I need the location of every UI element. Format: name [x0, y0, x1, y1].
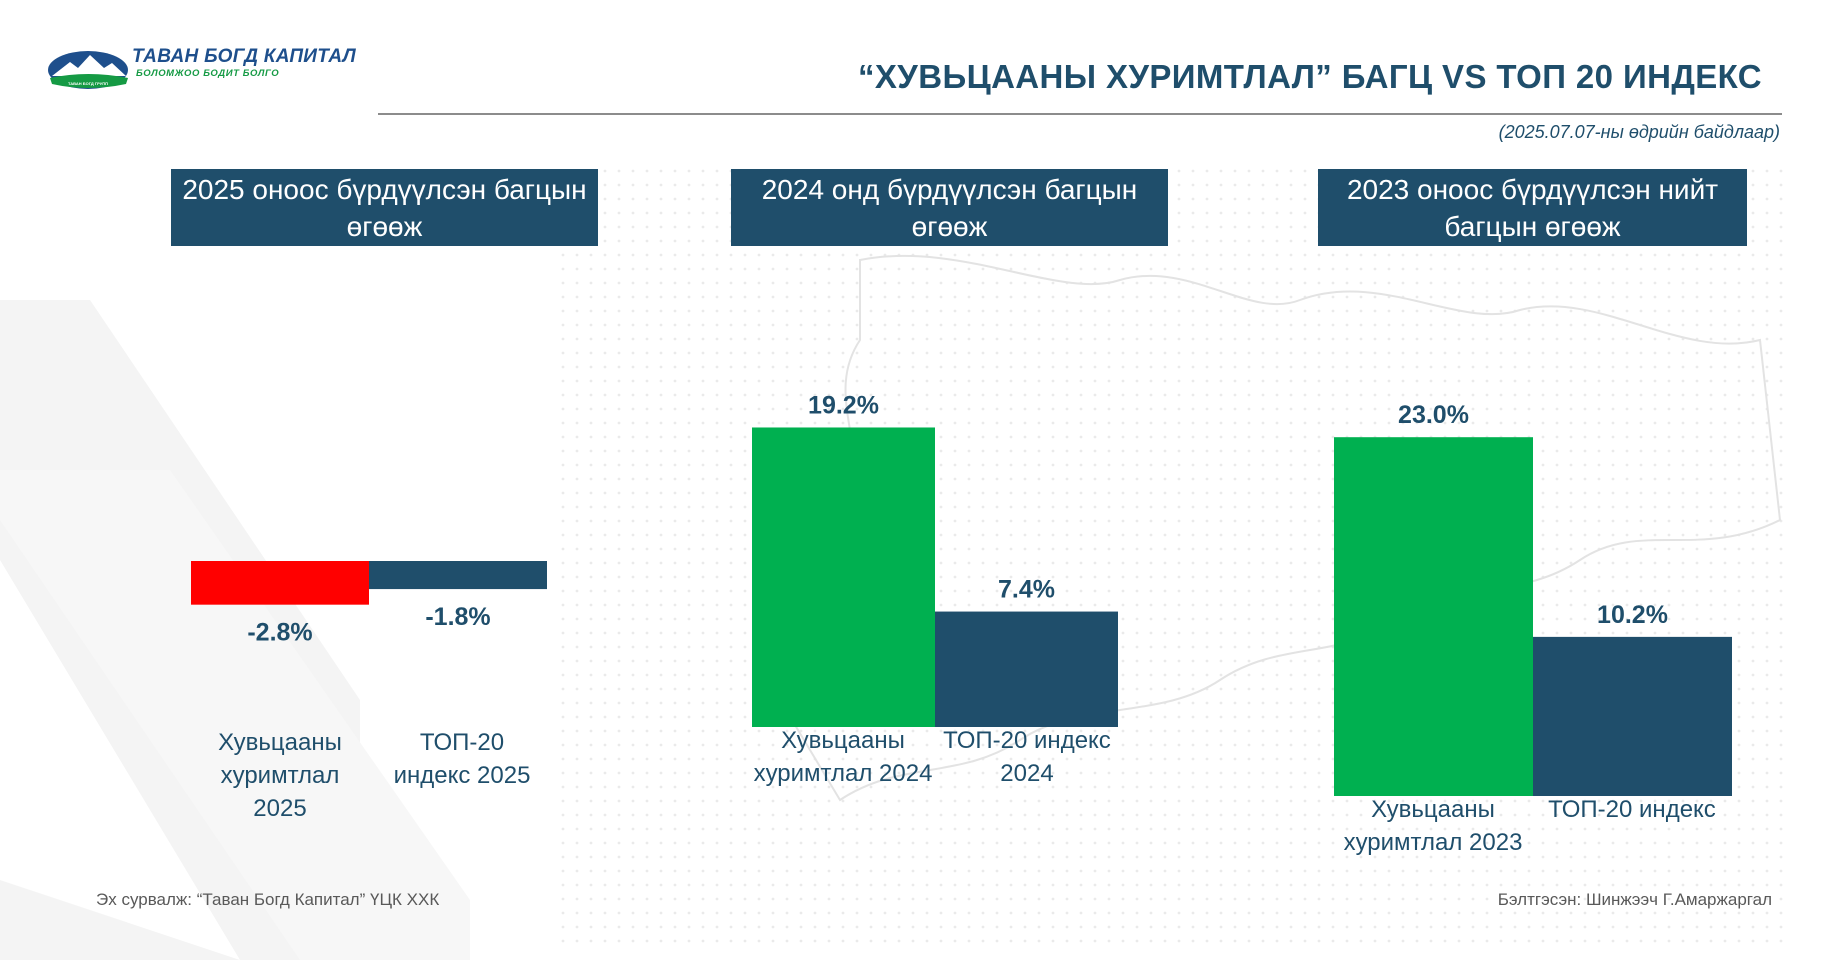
- company-logo: ТАВАН БОГД ГРУПП ТАВАН БОГД КАПИТАЛ БОЛО…: [46, 46, 356, 92]
- panel-header-2024: 2024 онд бүрдүүлсэн багцын өгөөж: [731, 169, 1168, 246]
- value-label-2025-top20: -1.8%: [425, 603, 490, 631]
- bar-2023-top20: [1533, 636, 1732, 796]
- background-chevron-band: [0, 470, 470, 960]
- value-label-2023-portfolio: 23.0%: [1398, 401, 1469, 429]
- date-note: (2025.07.07-ны өдрийн байдлаар): [1498, 122, 1780, 142]
- value-label-2024-top20: 7.4%: [998, 576, 1055, 604]
- logo-badge: ТАВАН БОГД ГРУПП: [68, 81, 108, 86]
- logo-title: ТАВАН БОГД КАПИТАЛ: [132, 46, 357, 67]
- bar-2023-portfolio: [1334, 437, 1533, 796]
- category-label-2023-portfolio: Хувьцааны хуримтлал 2023: [1344, 796, 1523, 856]
- category-label-2025-portfolio: Хувьцааны хуримтлал 2025: [218, 729, 342, 822]
- category-label-2025-top20: ТОП-20 индекс 2025: [394, 729, 531, 789]
- panel-heading-2023: 2023 оноос бүрдүүлсэн нийт багцын өгөөж: [1346, 173, 1719, 242]
- bar-2025-top20: [369, 561, 547, 590]
- bar-2025-portfolio: [191, 561, 369, 605]
- value-label-2025-portfolio: -2.8%: [247, 619, 312, 647]
- value-label-2024-portfolio: 19.2%: [808, 391, 879, 419]
- source-note: Эх сурвалж: “Таван Богд Капитал” ҮЦК ХХК: [96, 890, 440, 909]
- title-divider: [378, 113, 1782, 115]
- author-note: Бэлтгэсэн: Шинжээч Г.Амаржаргал: [1497, 890, 1772, 909]
- panel-heading-2025: 2025 оноос бүрдүүлсэн багцын өгөөж: [182, 173, 587, 242]
- mountain-logo-icon: ТАВАН БОГД ГРУПП: [48, 51, 128, 89]
- value-label-2023-top20: 10.2%: [1597, 601, 1668, 629]
- bar-2024-portfolio: [752, 427, 935, 727]
- panel-header-2023: 2023 оноос бүрдүүлсэн нийт багцын өгөөж: [1318, 169, 1747, 246]
- category-label-2023-top20: ТОП-20 индекс: [1548, 796, 1716, 823]
- panel-header-2025: 2025 оноос бүрдүүлсэн багцын өгөөж: [171, 169, 598, 246]
- panel-heading-2024: 2024 онд бүрдүүлсэн багцын өгөөж: [761, 173, 1138, 242]
- category-label-2024-top20: ТОП-20 индекс 2024: [943, 727, 1111, 787]
- page-title: “ХУВЬЦААНЫ ХУРИМТЛАЛ” БАГЦ VS ТОП 20 ИНД…: [857, 58, 1762, 95]
- category-label-2024-portfolio: Хувьцааны хуримтлал 2024: [754, 727, 933, 787]
- bar-2024-top20: [935, 611, 1118, 727]
- logo-slogan: БОЛОМЖОО БОДИТ БОЛГО: [136, 68, 280, 79]
